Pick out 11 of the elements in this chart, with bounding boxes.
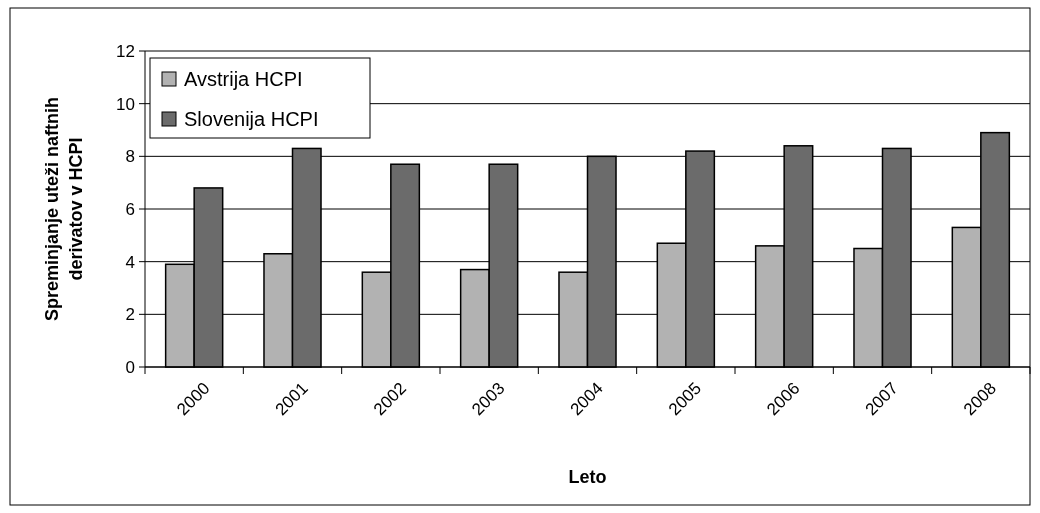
y-tick-label: 12 [116, 41, 135, 61]
x-axis-title: Leto [568, 467, 607, 487]
y-tick-label: 2 [125, 305, 135, 325]
y-tick-label: 0 [125, 357, 135, 377]
y-tick-label: 4 [125, 252, 135, 272]
legend-label: Avstrija HCPI [184, 68, 303, 90]
y-tick-label: 10 [116, 94, 135, 114]
y-tick-label: 6 [125, 199, 135, 219]
legend-label: Slovenija HCPI [184, 108, 319, 130]
y-tick-label: 8 [125, 147, 135, 167]
y-axis-title: Spreminjanje uteži naftnih derivatov v HCPI [42, 96, 86, 322]
